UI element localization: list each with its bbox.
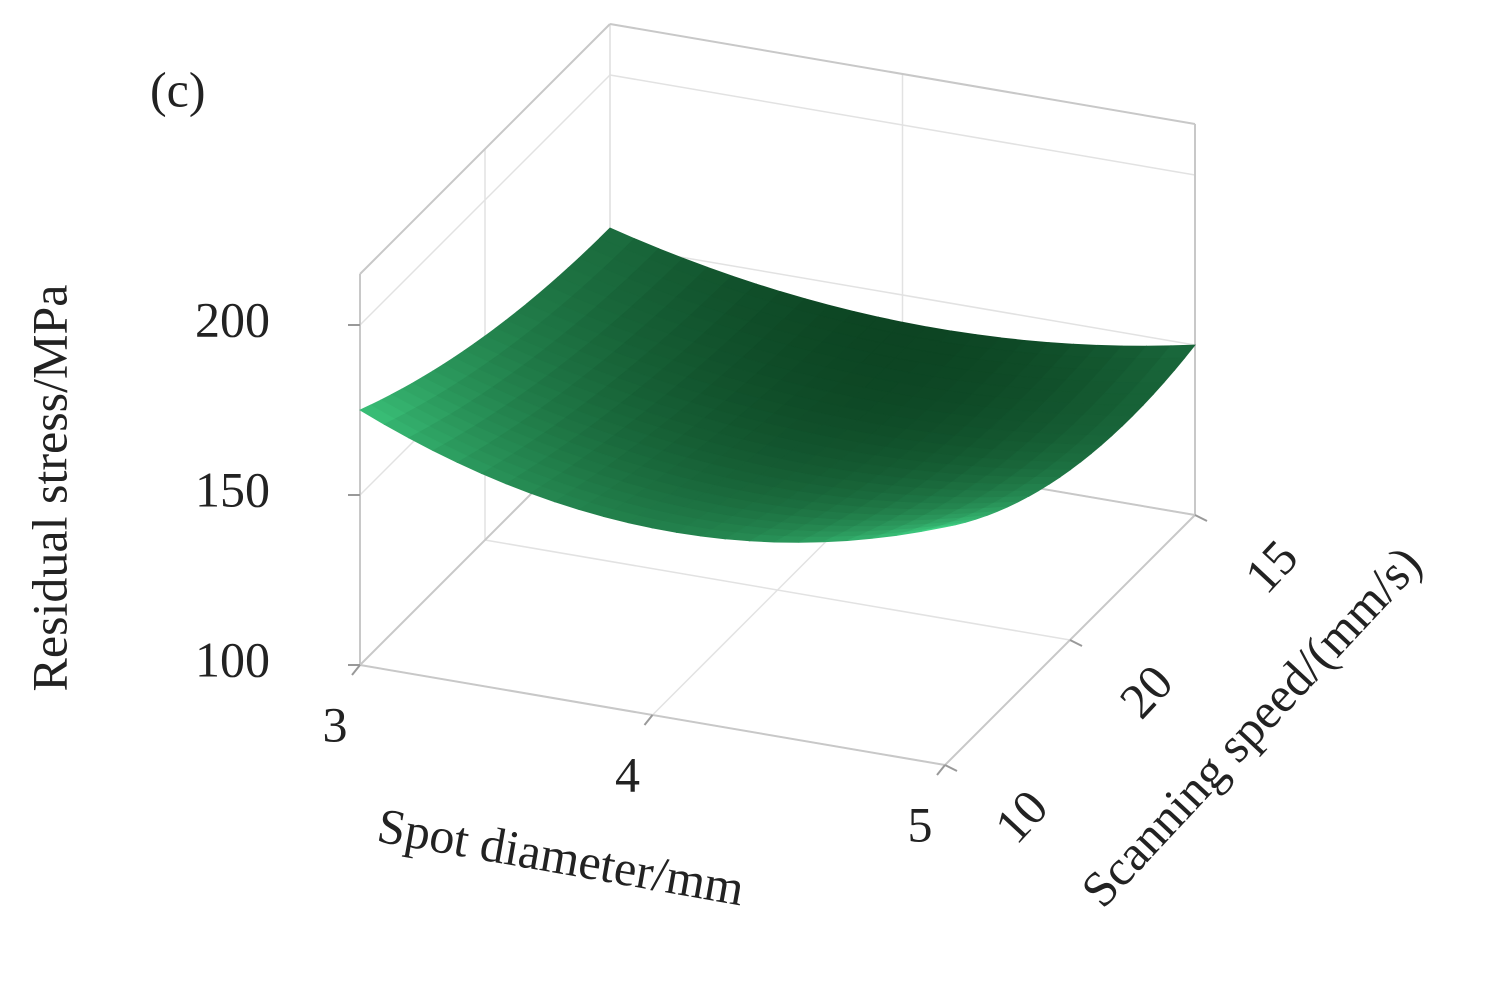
box-edge <box>359 23 611 275</box>
z-axis-title: Residual stress/MPa <box>21 285 77 692</box>
z-tick-label: 200 <box>195 291 270 347</box>
surface-cell <box>920 524 956 533</box>
y-tick <box>1194 514 1208 522</box>
x-axis-title: Spot diameter/mm <box>374 797 749 917</box>
y-axis-title: Scanning speed/(mm/s) <box>1070 535 1432 917</box>
x-tick <box>351 664 361 676</box>
z-tick-label: 100 <box>195 631 270 687</box>
x-tick <box>643 714 654 726</box>
box-edge <box>609 23 1196 125</box>
y-tick-label: 10 <box>983 779 1058 854</box>
y-tick-label: 15 <box>1233 529 1308 604</box>
grid-line <box>484 539 1071 641</box>
y-tick <box>944 764 958 772</box>
x-tick <box>936 764 946 776</box>
y-tick-label: 20 <box>1108 654 1183 729</box>
panel-label: (c) <box>150 61 206 117</box>
x-tick-label: 4 <box>615 746 640 802</box>
x-tick-label: 3 <box>323 696 348 752</box>
x-tick-label: 5 <box>908 796 933 852</box>
z-tick-label: 150 <box>195 461 270 517</box>
y-tick <box>1069 639 1083 647</box>
